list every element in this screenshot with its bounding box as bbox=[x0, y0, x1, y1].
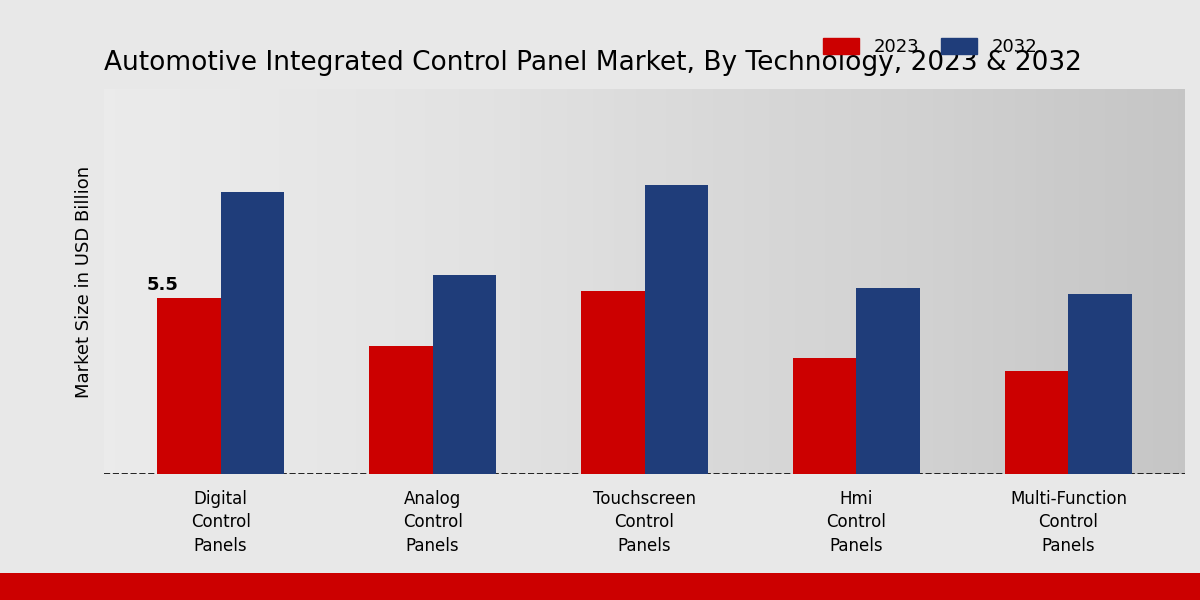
Bar bbox=[370, 346, 433, 474]
Bar bbox=[1068, 295, 1132, 474]
Bar bbox=[1004, 371, 1068, 474]
Bar bbox=[857, 288, 920, 474]
Bar bbox=[581, 291, 644, 474]
Bar bbox=[157, 298, 221, 474]
Bar bbox=[433, 275, 496, 474]
Bar bbox=[644, 185, 708, 474]
Text: 5.5: 5.5 bbox=[146, 275, 179, 293]
Bar bbox=[221, 192, 284, 474]
Text: Automotive Integrated Control Panel Market, By Technology, 2023 & 2032: Automotive Integrated Control Panel Mark… bbox=[104, 50, 1082, 76]
Legend: 2023, 2032: 2023, 2032 bbox=[814, 29, 1046, 65]
Bar bbox=[793, 358, 857, 474]
Y-axis label: Market Size in USD Billion: Market Size in USD Billion bbox=[74, 166, 94, 398]
